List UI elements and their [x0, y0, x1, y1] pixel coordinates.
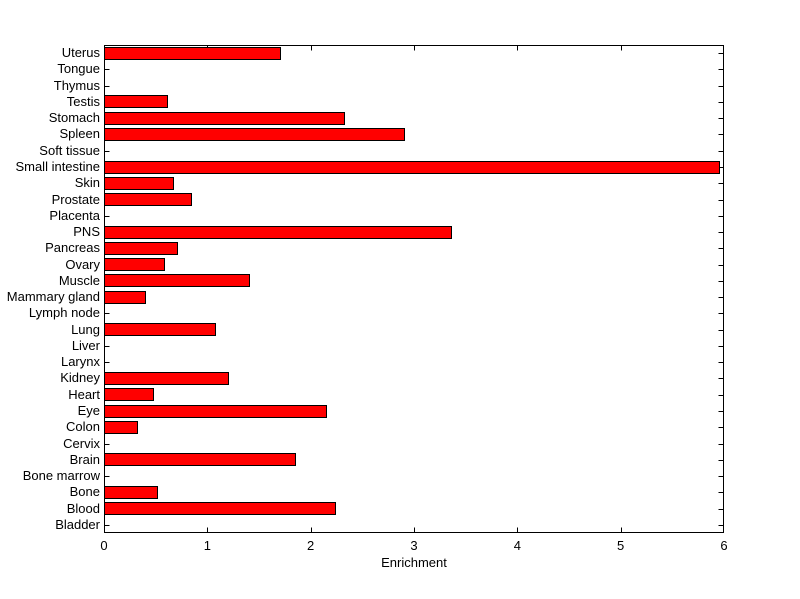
y-tick-label-brain: Brain [69, 451, 100, 467]
x-tick-label-3: 3 [410, 538, 418, 553]
x-tick-label-0: 0 [100, 538, 108, 553]
y-tick-label-bone: Bone [69, 484, 100, 500]
x-tick-label-4: 4 [513, 538, 521, 553]
bar-small-intestine [104, 161, 720, 174]
y-tick-label-lung: Lung [71, 321, 100, 337]
y-tick-label-tongue: Tongue [57, 61, 100, 77]
axes-frame [104, 45, 724, 533]
bar-uterus [104, 47, 281, 60]
y-tick-label-liver: Liver [71, 337, 100, 353]
y-tick-label-bladder: Bladder [55, 516, 100, 532]
bar-mammary-gland [104, 291, 146, 304]
bar-blood [104, 502, 336, 515]
y-tick-label-larynx: Larynx [60, 354, 100, 370]
y-tick-label-kidney: Kidney [60, 370, 100, 386]
y-tick-label-bone-marrow: Bone marrow [22, 468, 100, 484]
bar-brain [104, 453, 296, 466]
y-tick-label-placenta: Placenta [49, 207, 100, 223]
x-axis-title: Enrichment [381, 555, 447, 570]
y-tick-label-prostate: Prostate [51, 191, 100, 207]
y-tick-label-stomach: Stomach [48, 110, 100, 126]
y-tick-label-eye: Eye [77, 403, 100, 418]
y-tick-label-heart: Heart [68, 386, 100, 402]
bar-kidney [104, 372, 229, 385]
bar-bone [104, 486, 158, 499]
y-tick-label-spleen: Spleen [59, 126, 100, 142]
y-tick-label-lymph-node: Lymph node [28, 305, 100, 321]
y-tick-label-ovary: Ovary [65, 256, 100, 272]
y-tick-label-pns: PNS [73, 224, 100, 240]
y-tick-label-soft-tissue: Soft tissue [39, 142, 100, 158]
x-tick-label-5: 5 [617, 538, 625, 553]
bar-spleen [104, 128, 405, 141]
y-tick-label-testis: Testis [66, 93, 100, 109]
bar-lung [104, 323, 216, 336]
bar-muscle [104, 274, 250, 287]
y-tick-label-cervix: Cervix [63, 435, 100, 451]
y-tick-label-blood: Blood [66, 500, 100, 516]
bar-skin [104, 177, 174, 190]
y-tick-label-thymus: Thymus [53, 77, 100, 93]
bar-pancreas [104, 242, 178, 255]
bar-prostate [104, 193, 192, 206]
y-tick-label-pancreas: Pancreas [45, 240, 100, 256]
bar-eye [104, 405, 327, 418]
bar-testis [104, 95, 168, 108]
x-tick-label-2: 2 [307, 538, 315, 553]
y-tick-label-mammary-gland: Mammary gland [6, 289, 100, 305]
y-tick-label-colon: Colon [66, 419, 100, 435]
bar-stomach [104, 112, 345, 125]
plot-area [104, 45, 724, 533]
y-tick-label-small-intestine: Small intestine [15, 159, 100, 174]
bar-colon [104, 421, 138, 434]
x-tick-label-6: 6 [720, 538, 728, 553]
y-tick-label-muscle: Muscle [58, 272, 100, 288]
bar-heart [104, 388, 154, 401]
x-tick-label-1: 1 [203, 538, 211, 553]
bar-ovary [104, 258, 165, 271]
y-tick-label-skin: Skin [74, 175, 100, 191]
y-tick-label-uterus: Uterus [61, 45, 100, 61]
bar-pns [104, 226, 452, 239]
